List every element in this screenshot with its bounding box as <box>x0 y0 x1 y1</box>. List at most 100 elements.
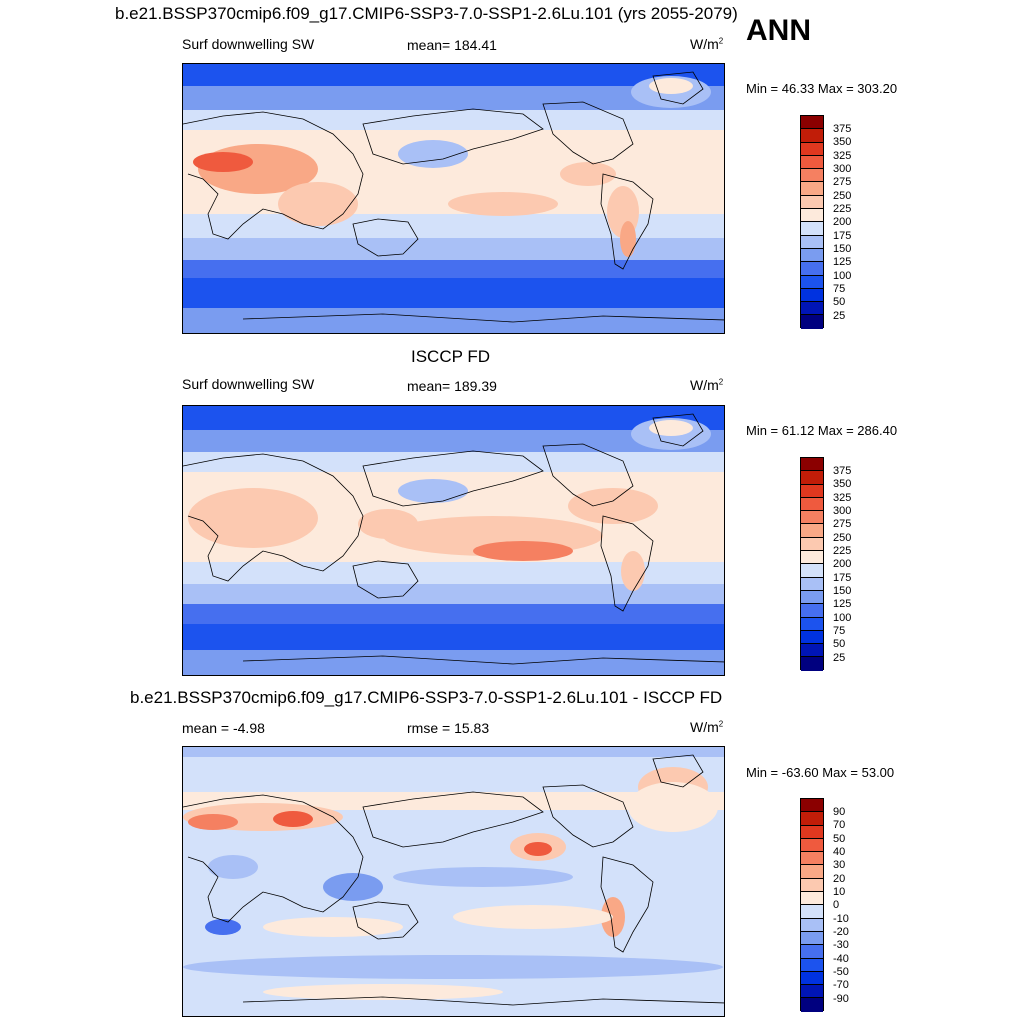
panel3-map <box>182 746 725 1017</box>
panel1-colorbar <box>800 115 824 329</box>
panel1-colorbar-swatch <box>801 222 823 236</box>
panel1-map <box>182 63 725 334</box>
panel1-colorbar-swatch <box>801 155 823 170</box>
panel1-tick: 300 <box>833 163 852 175</box>
panel1-colorbar-swatch <box>801 195 823 210</box>
panel3-colorbar-swatch <box>801 812 823 826</box>
panel2-tick: 100 <box>833 612 852 624</box>
panel1-tick: 150 <box>833 243 852 255</box>
panel2-colorbar-swatch <box>801 630 823 645</box>
panel2-units: W/m2 <box>690 377 724 393</box>
panel3-colorbar-swatch <box>801 985 823 999</box>
panel3-tick: 70 <box>833 819 846 831</box>
panel2-variable-label: Surf downwelling SW <box>182 376 315 392</box>
panel3-colorbar-swatch <box>801 878 823 893</box>
panel2-colorbar-swatch <box>801 471 823 485</box>
panel3-colorbar-swatch <box>801 918 823 932</box>
panel3-colorbar-swatch <box>801 931 823 946</box>
panel2-tick: 350 <box>833 478 852 490</box>
panel3-tick: 30 <box>833 859 846 871</box>
panel3-tick: -20 <box>833 926 849 938</box>
panel2-tick: 375 <box>833 465 852 477</box>
panel1-colorbar-swatch <box>801 262 823 276</box>
panel1-colorbar-swatch <box>801 142 823 156</box>
panel1-colorbar-swatch <box>801 116 823 130</box>
panel3-tick: 10 <box>833 886 846 898</box>
panel3-colorbar-swatch <box>801 945 823 959</box>
panel2-tick: 275 <box>833 518 852 530</box>
panel1-tick: 250 <box>833 190 852 202</box>
panel3-colorbar-swatch <box>801 799 823 813</box>
panel3-tick: 40 <box>833 846 846 858</box>
panel2-tick: 75 <box>833 625 846 637</box>
panel2-colorbar-swatch <box>801 577 823 591</box>
panel3-tick: 50 <box>833 833 846 845</box>
panel1-tick: 375 <box>833 123 852 135</box>
panel2-colorbar-swatch <box>801 524 823 538</box>
panel2-colorbar-swatch <box>801 537 823 552</box>
panel3-colorbar-swatch <box>801 998 823 1012</box>
panel1-tick: 50 <box>833 296 846 308</box>
panel3-tick: -30 <box>833 939 849 951</box>
panel2-colorbar-swatch <box>801 617 823 631</box>
panel2-mean-label: mean= 189.39 <box>407 378 497 394</box>
panel2-map-svg <box>183 406 724 675</box>
panel2-tick: 150 <box>833 585 852 597</box>
panel2-tick: 225 <box>833 545 852 557</box>
panel1-minmax: Min = 46.33 Max = 303.20 <box>746 81 898 96</box>
panel2-colorbar-swatch <box>801 564 823 578</box>
panel2-colorbar-swatch <box>801 644 823 658</box>
panel2-minmax: Min = 61.12 Max = 286.40 <box>746 423 898 438</box>
panel1-mean-label: mean= 184.41 <box>407 37 497 53</box>
panel3-mean-label: mean = -4.98 <box>182 720 265 736</box>
panel1-title: b.e21.BSSP370cmip6.f09_g17.CMIP6-SSP3-7.… <box>115 4 738 23</box>
panel2-tick: 250 <box>833 532 852 544</box>
panel2-tick: 25 <box>833 652 846 664</box>
panel3-map-svg <box>183 747 724 1016</box>
panel2-tick: 175 <box>833 572 852 584</box>
panel2-colorbar-swatch <box>801 458 823 472</box>
panel2-colorbar-swatch <box>801 590 823 605</box>
panel2-tick: 200 <box>833 558 852 570</box>
panel3-colorbar-swatch <box>801 971 823 986</box>
panel3-tick: -90 <box>833 993 849 1005</box>
panel1-colorbar-swatch <box>801 169 823 183</box>
panel3-tick: 90 <box>833 806 846 818</box>
panel1-variable-label: Surf downwelling SW <box>182 36 315 52</box>
panel1-colorbar-swatch <box>801 248 823 263</box>
panel3-colorbar-swatch <box>801 825 823 839</box>
panel1-tick: 350 <box>833 136 852 148</box>
panel2-colorbar <box>800 457 824 671</box>
panel1-colorbar-swatch <box>801 235 823 249</box>
panel2-title: ISCCP FD <box>411 347 491 366</box>
panel1-colorbar-swatch <box>801 275 823 289</box>
panel3-tick: -70 <box>833 979 849 991</box>
panel3-colorbar-swatch <box>801 865 823 879</box>
panel2-colorbar-swatch <box>801 484 823 498</box>
panel2-tick: 50 <box>833 638 846 650</box>
panel3-colorbar-swatch <box>801 852 823 866</box>
panel3-colorbar <box>800 798 824 1012</box>
panel2-map <box>182 405 725 676</box>
panel2-colorbar-swatch <box>801 551 823 565</box>
panel3-tick: -50 <box>833 966 849 978</box>
panel3-colorbar-swatch <box>801 905 823 919</box>
panel3-units: W/m2 <box>690 719 724 735</box>
panel2-tick: 125 <box>833 598 852 610</box>
panel1-map-svg <box>183 64 724 333</box>
panel1-tick: 125 <box>833 256 852 268</box>
panel1-colorbar-swatch <box>801 209 823 223</box>
panel3-title: b.e21.BSSP370cmip6.f09_g17.CMIP6-SSP3-7.… <box>130 688 723 707</box>
panel1-tick: 175 <box>833 230 852 242</box>
panel1-colorbar-swatch <box>801 315 823 329</box>
panel2-tick: 300 <box>833 505 852 517</box>
panel3-colorbar-swatch <box>801 838 823 853</box>
panel1-colorbar-swatch <box>801 182 823 196</box>
panel3-colorbar-swatch <box>801 958 823 972</box>
panel1-colorbar-swatch <box>801 288 823 303</box>
panel3-tick: -40 <box>833 953 849 965</box>
panel2-tick: 325 <box>833 492 852 504</box>
panel2-colorbar-swatch <box>801 657 823 671</box>
panel1-units: W/m2 <box>690 36 724 52</box>
panel3-minmax: Min = -63.60 Max = 53.00 <box>746 765 895 780</box>
